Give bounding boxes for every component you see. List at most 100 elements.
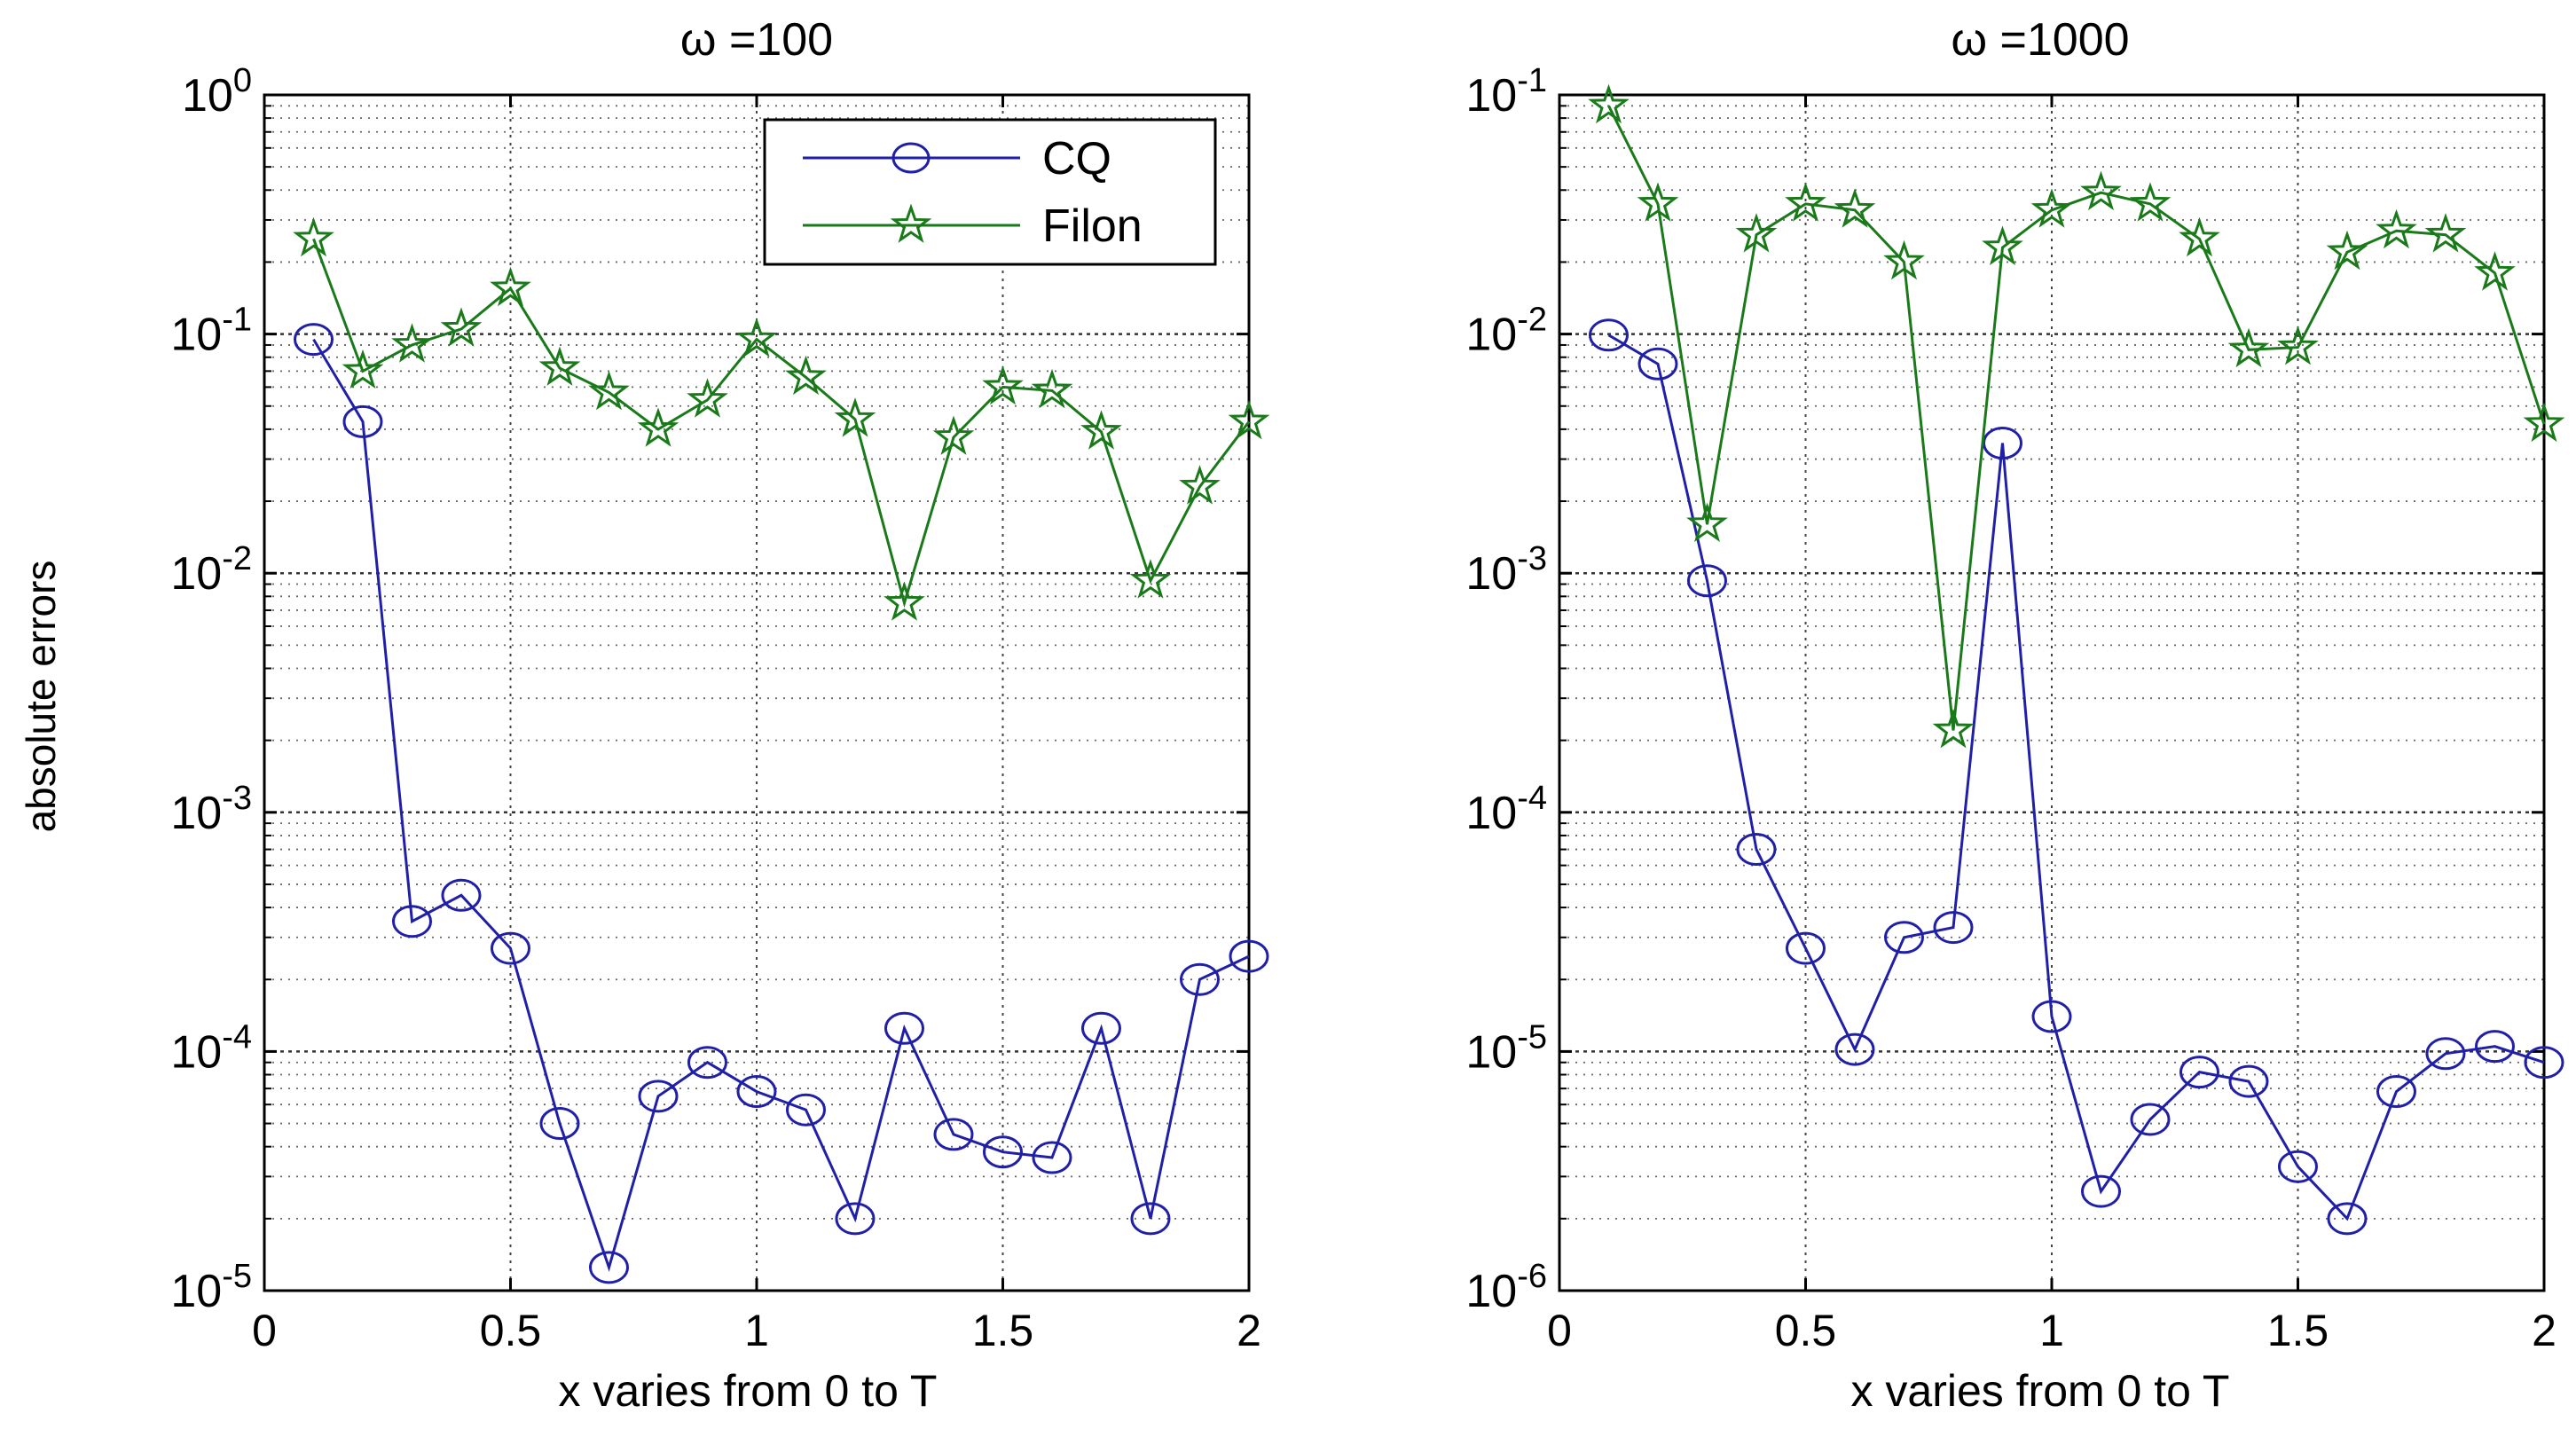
point-cq (638, 1080, 679, 1113)
series-line-cq (312, 338, 1250, 1272)
point-filon (785, 355, 827, 396)
legend-star-shape (890, 203, 932, 243)
point-filon (2474, 251, 2516, 291)
point-filon (1686, 502, 1728, 542)
point-cq (1736, 833, 1777, 867)
point-cq (2278, 1150, 2318, 1183)
x-tick-label: 1 (2039, 1306, 2064, 1355)
x-tick-label: 0.5 (1775, 1306, 1837, 1355)
point-cq (2327, 1202, 2368, 1236)
point-filon (2523, 402, 2565, 443)
point-filon (538, 346, 581, 386)
point-filon (1982, 225, 2023, 266)
point-cq (1589, 318, 1629, 352)
point-filon (2277, 326, 2319, 365)
point-cq (1786, 931, 1826, 965)
point-cq (1884, 921, 1924, 954)
point-cq (687, 1046, 727, 1080)
point-filon (2080, 170, 2122, 211)
point-cq (2179, 1056, 2219, 1089)
point-cq (1081, 1011, 1121, 1045)
point-cq (1180, 962, 1220, 996)
x-axis-label-omega-1000: x varies from 0 to T (1851, 1366, 2230, 1416)
point-filon (1883, 239, 1925, 280)
point-cq (1637, 347, 1678, 381)
legend-label-cq: CQ (1042, 133, 1111, 185)
point-filon (391, 323, 433, 363)
x-tick-label: 2 (1237, 1306, 1261, 1355)
point-filon (293, 216, 334, 257)
legend-box (763, 118, 1217, 266)
chart-title-omega-100: ω =100 (680, 14, 833, 66)
point-filon (982, 365, 1024, 405)
point-filon (490, 266, 531, 307)
series-omega-1000 (1588, 83, 2565, 1236)
point-filon (2129, 182, 2172, 222)
legend-label-filon: Filon (1042, 200, 1143, 252)
point-cq (1687, 564, 1727, 598)
point-filon (1179, 465, 1221, 505)
x-tick-label: 2 (2532, 1306, 2556, 1355)
chart-omega-1000: 0 0.5 1 1.5 210-610-510-410-310-210-1 ω =100… (1465, 14, 2565, 1416)
point-filon (1735, 213, 1778, 253)
point-cq (342, 404, 383, 438)
point-cq (1933, 911, 1974, 945)
x-tick-label: 0 (252, 1306, 277, 1355)
y-tick-label: 10-3 (170, 780, 252, 839)
point-cq (786, 1093, 826, 1127)
ticks-omega-1000: 0 0.5 1 1.5 210-610-510-410-310-210-1 (1465, 62, 2556, 1355)
point-filon (884, 581, 925, 621)
point-filon (1932, 708, 1975, 749)
point-cq (491, 931, 530, 965)
chart-title-omega-1000: ω =1000 (1951, 14, 2129, 66)
point-filon (1834, 188, 1876, 228)
point-cq (392, 905, 432, 938)
point-filon (1080, 410, 1122, 450)
point-filon (2179, 216, 2220, 257)
point-cq (1229, 939, 1269, 973)
legend-marker-filon (890, 203, 932, 243)
point-cq (2081, 1174, 2121, 1208)
point-filon (2227, 327, 2270, 368)
point-cq (835, 1202, 876, 1236)
point-cq (441, 878, 482, 912)
point-filon (2326, 230, 2368, 271)
x-tick-label: 0 (1547, 1306, 1572, 1355)
point-filon (834, 397, 876, 437)
point-filon (342, 349, 384, 389)
point-filon (1637, 182, 1679, 222)
legend-marker-cq (891, 142, 931, 174)
plot-area-omega-1000 (1559, 95, 2544, 1291)
point-filon (1129, 559, 1172, 599)
point-filon (1588, 83, 1630, 124)
point-filon (1228, 399, 1270, 440)
legend: CQ Filon (763, 118, 1217, 266)
point-filon (2376, 208, 2417, 249)
point-filon (2424, 213, 2467, 253)
point-filon (440, 307, 483, 347)
point-cq (1834, 1032, 1875, 1066)
point-cq (2228, 1064, 2269, 1098)
point-filon (1785, 182, 1826, 222)
point-cq (539, 1107, 580, 1141)
point-cq (589, 1251, 629, 1284)
x-tick-label: 0.5 (480, 1306, 542, 1355)
series-omega-100 (293, 216, 1270, 1284)
point-cq (1130, 1202, 1171, 1236)
point-cq (983, 1135, 1023, 1169)
point-filon (687, 378, 728, 418)
point-cq (2376, 1075, 2416, 1109)
point-cq (2425, 1037, 2466, 1071)
point-cq (2524, 1046, 2564, 1080)
point-cq (2031, 1000, 2072, 1033)
point-cq (1032, 1141, 1072, 1174)
point-cq (736, 1075, 777, 1109)
x-tick-label: 1.5 (972, 1306, 1034, 1355)
point-cq (2130, 1103, 2171, 1136)
y-axis-label: absolute errors (18, 561, 64, 833)
point-filon (735, 318, 778, 357)
point-cq (294, 323, 334, 357)
